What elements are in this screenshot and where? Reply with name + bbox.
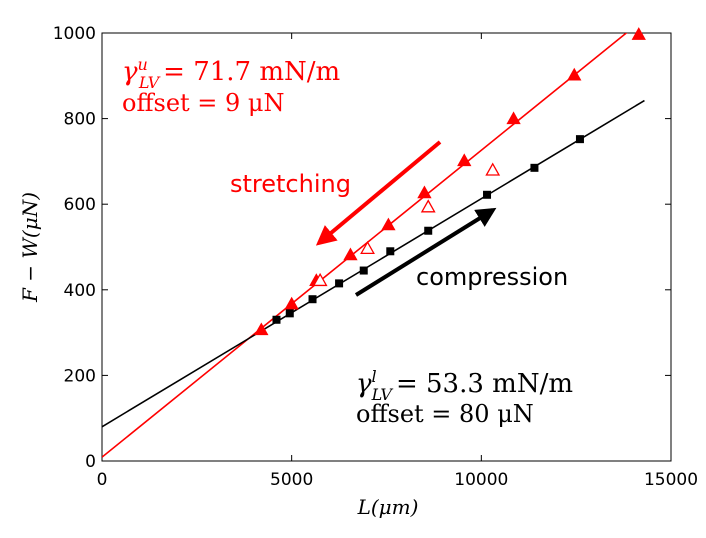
stretching-point: [417, 185, 432, 199]
stretching-point: [254, 322, 269, 336]
stretching-label: stretching: [230, 170, 351, 198]
compression-point: [359, 266, 368, 275]
compression-point: [424, 226, 433, 235]
compression-point: [530, 163, 539, 172]
compression-point: [285, 309, 294, 318]
y-tick-label: 400: [64, 281, 96, 301]
stretching-point: [457, 153, 472, 167]
plot-frame: [101, 32, 672, 462]
compression-point: [575, 135, 584, 144]
black-gamma-sup: l: [372, 367, 377, 386]
red-fit-line: [102, 33, 628, 458]
stretching-arrow: [315, 140, 442, 246]
stretching-point: [343, 247, 358, 261]
stretching-open-point: [360, 240, 375, 254]
compression-label: compression: [416, 263, 568, 291]
stretching-point: [381, 217, 396, 231]
stretching-open-point: [312, 272, 328, 287]
stretching-point: [284, 296, 299, 310]
y-tick-label: 600: [64, 195, 96, 215]
red-gamma-symbol: γ: [122, 57, 138, 87]
black-gamma-sub: LV: [371, 385, 394, 404]
red-offset-text: offset = 9 μN: [122, 89, 285, 117]
y-tick-label: 800: [64, 110, 96, 130]
compression-point: [386, 247, 395, 256]
red-gamma-sup: u: [138, 55, 148, 74]
red-gamma-sub: LV: [138, 73, 161, 92]
compression-point: [483, 190, 492, 199]
x-tick-label: 5000: [270, 470, 313, 490]
black-annotation: γl LV = 53.3 mN/m offset = 80 μN: [356, 367, 573, 428]
x-tick-label: 10000: [454, 470, 508, 490]
red-annotation: γu LV = 71.7 mN/m offset = 9 μN: [122, 55, 340, 117]
x-tick-label: 15000: [644, 470, 698, 490]
compression-arrow: [354, 207, 497, 297]
fit-lines: [102, 33, 645, 458]
y-tick-label: 200: [64, 366, 96, 386]
axis-ticks: 0 5000 10000 15000 0 200 400 600 800 1000: [53, 24, 698, 490]
y-tick-label: 1000: [53, 24, 96, 44]
compression-point: [272, 315, 281, 324]
black-offset-text: offset = 80 μN: [356, 400, 534, 428]
y-tick-label: 0: [85, 452, 96, 472]
black-gamma-value: = 53.3 mN/m: [396, 369, 573, 399]
compression-point: [335, 279, 344, 288]
stretching-open-point: [420, 199, 436, 213]
black-gamma-symbol: γ: [356, 369, 372, 399]
stretching-point: [631, 27, 646, 40]
data-points: [254, 27, 646, 336]
red-gamma-value: = 71.7 mN/m: [163, 57, 340, 87]
black-fit-line: [102, 99, 645, 428]
stretching-open-point: [485, 162, 501, 176]
stretching-point: [506, 111, 521, 125]
y-axis-label: F − W(μN): [18, 192, 42, 303]
x-tick-label: 0: [97, 470, 108, 490]
x-axis-label: L(μm): [357, 495, 419, 519]
compression-point: [308, 295, 317, 304]
stretching-point: [567, 67, 582, 81]
